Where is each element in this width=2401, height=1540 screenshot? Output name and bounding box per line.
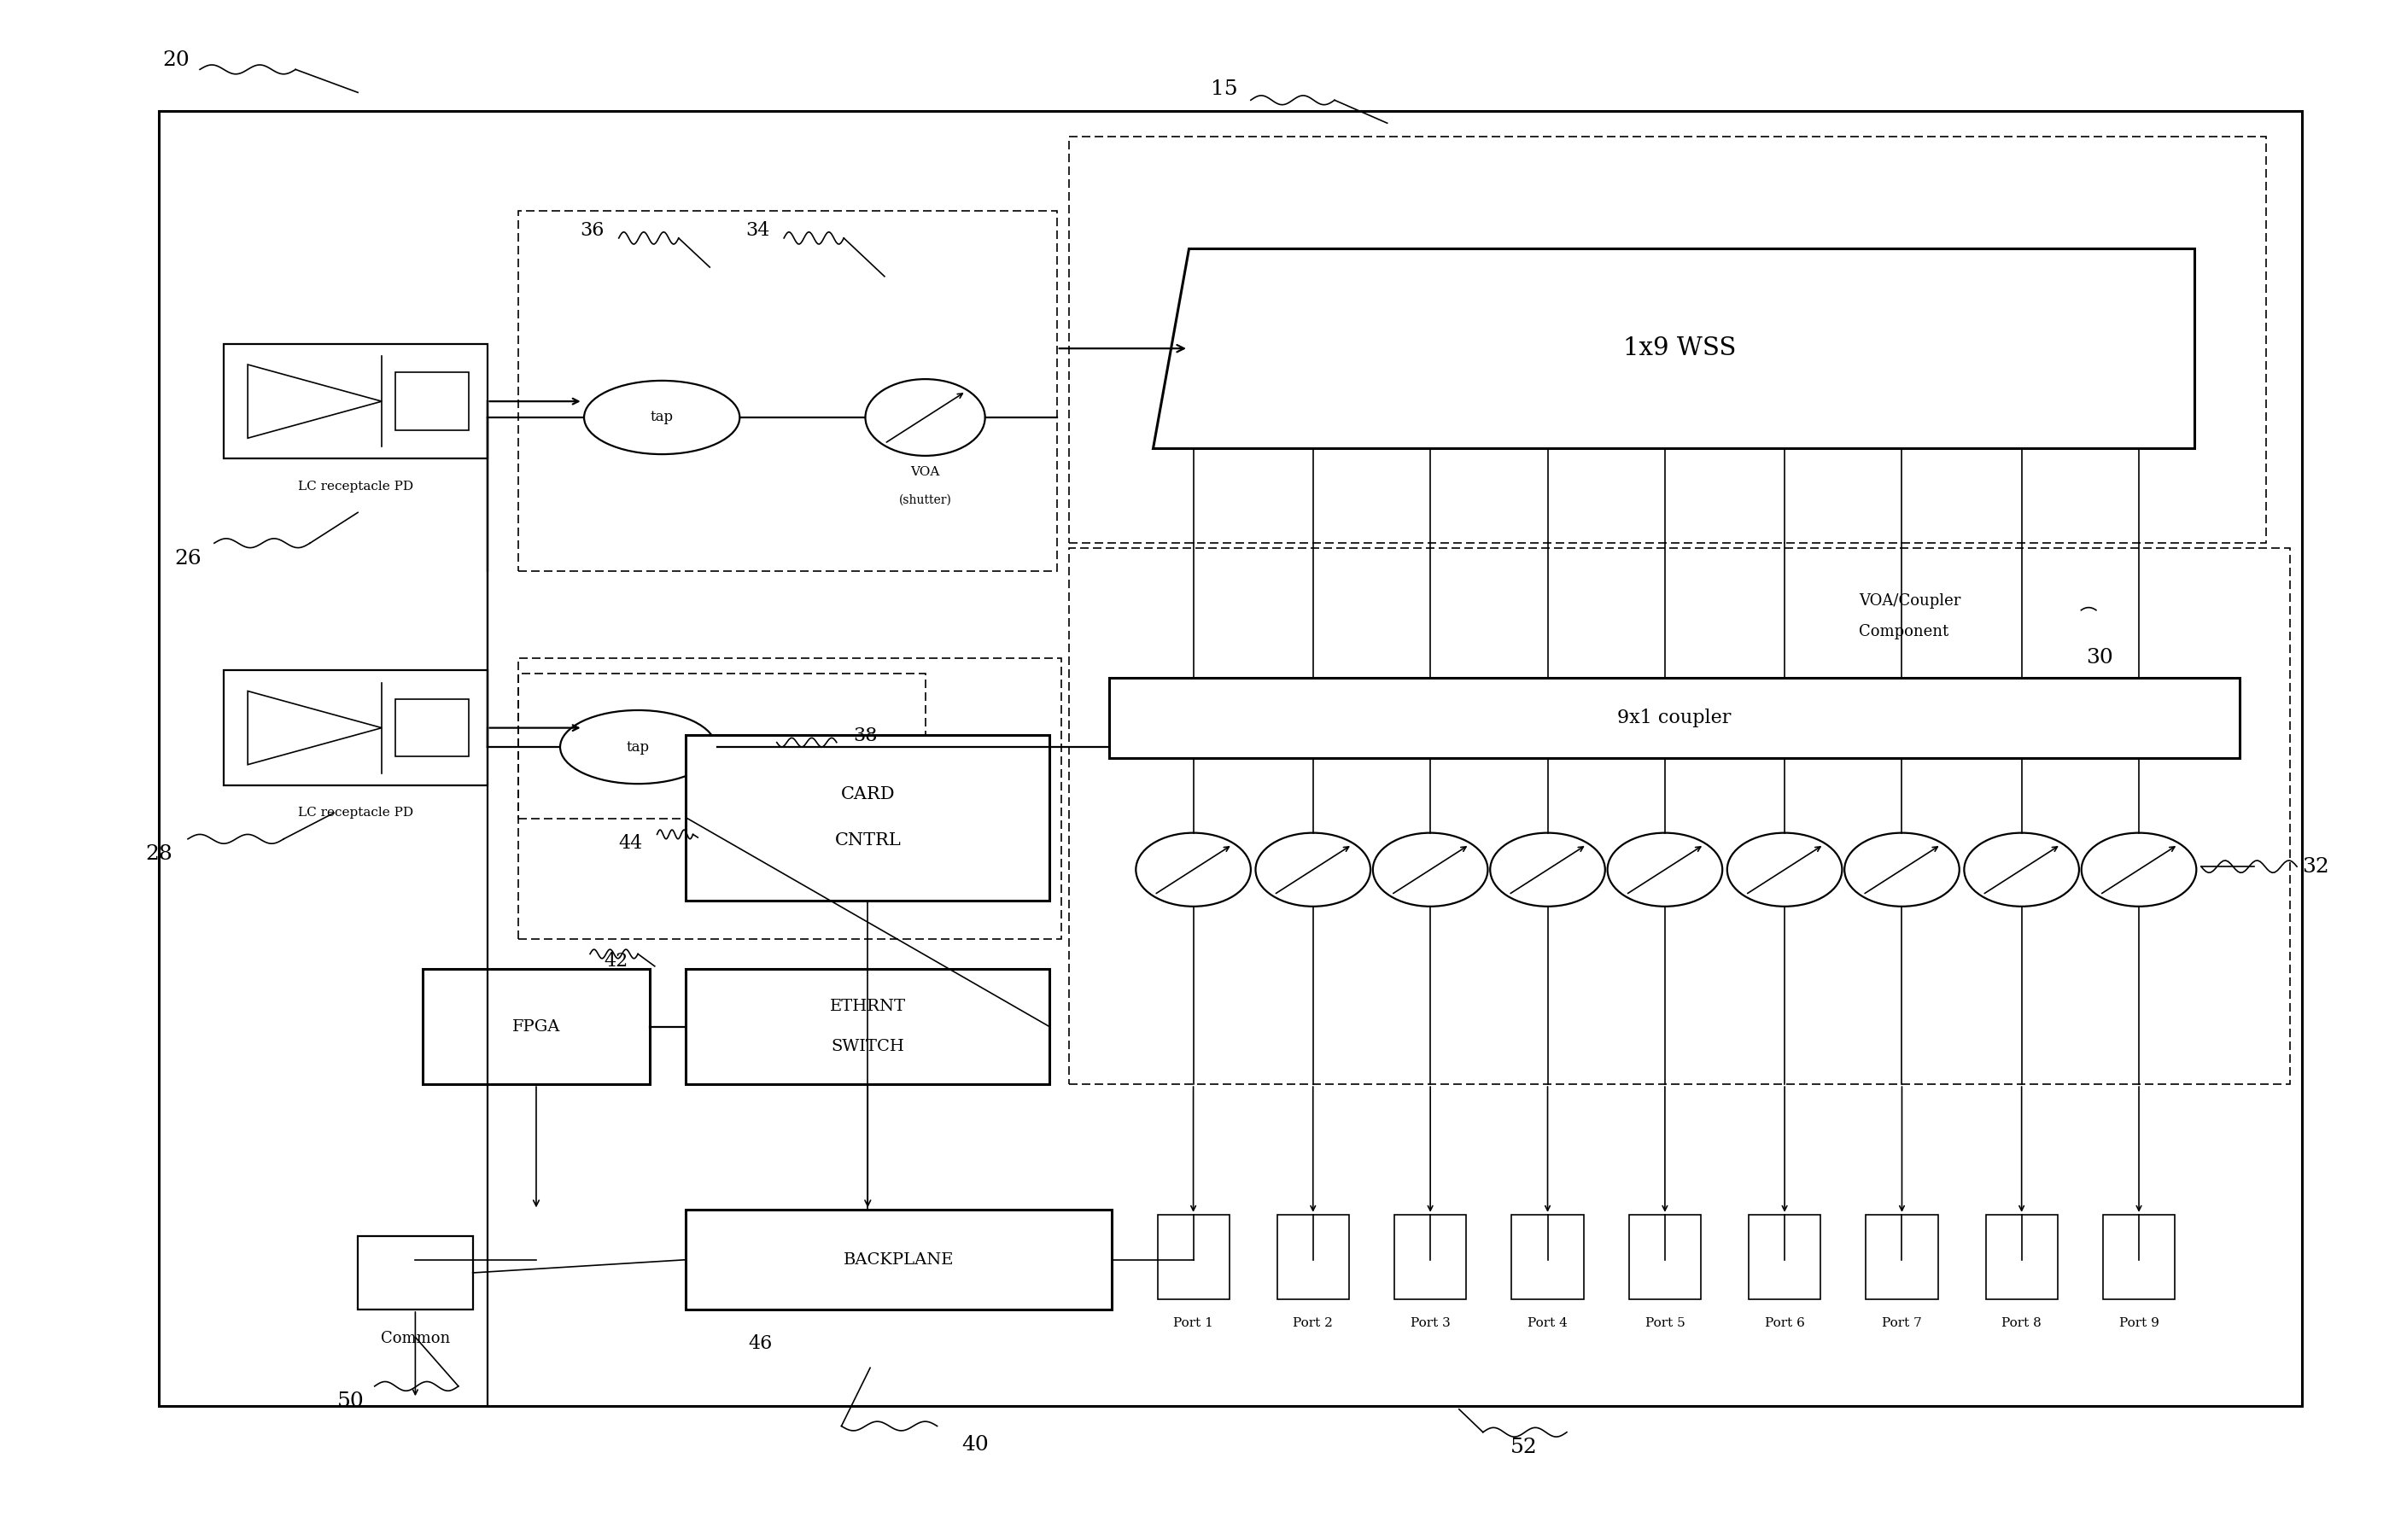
Bar	[1513, 1215, 1585, 1298]
Text: 44: 44	[619, 835, 643, 853]
Bar	[1068, 137, 2267, 544]
Text: Port 9: Port 9	[2120, 1317, 2158, 1329]
Bar	[1748, 1215, 1820, 1298]
Bar	[1395, 1215, 1467, 1298]
Text: 30: 30	[2086, 648, 2113, 668]
Bar	[687, 969, 1049, 1084]
Polygon shape	[1152, 249, 2195, 448]
Bar	[2103, 1215, 2175, 1298]
Bar	[223, 670, 487, 785]
Text: 36: 36	[581, 222, 605, 240]
Bar	[358, 1237, 473, 1309]
Bar	[394, 373, 468, 430]
Circle shape	[2082, 833, 2197, 907]
Bar	[423, 969, 651, 1084]
Text: Port 5: Port 5	[1645, 1317, 1686, 1329]
Circle shape	[1491, 833, 1604, 907]
Text: BACKPLANE: BACKPLANE	[843, 1252, 953, 1267]
Ellipse shape	[583, 380, 740, 454]
Text: tap: tap	[627, 739, 651, 755]
Bar	[687, 735, 1049, 901]
Text: Port 1: Port 1	[1174, 1317, 1213, 1329]
Circle shape	[1964, 833, 2079, 907]
Text: Component: Component	[1858, 624, 1950, 639]
Text: CNTRL: CNTRL	[836, 833, 900, 849]
Circle shape	[1726, 833, 1842, 907]
Text: ETHRNT: ETHRNT	[831, 999, 905, 1015]
Text: FPGA: FPGA	[511, 1019, 559, 1035]
Circle shape	[1606, 833, 1722, 907]
Text: Port 2: Port 2	[1294, 1317, 1333, 1329]
Polygon shape	[247, 365, 382, 439]
Text: VOA: VOA	[910, 467, 939, 479]
Text: 42: 42	[605, 952, 629, 972]
Text: (shutter): (shutter)	[898, 494, 951, 507]
Bar	[1109, 678, 2240, 758]
Text: 34: 34	[747, 222, 771, 240]
Text: Port 4: Port 4	[1527, 1317, 1568, 1329]
Text: VOA/Coupler: VOA/Coupler	[1858, 594, 1962, 608]
Text: 15: 15	[1210, 80, 1239, 99]
Text: 38: 38	[852, 727, 876, 745]
Bar	[158, 111, 2303, 1406]
Text: 50: 50	[336, 1392, 365, 1411]
Text: Port 7: Port 7	[1882, 1317, 1921, 1329]
Circle shape	[864, 379, 984, 456]
Text: SWITCH: SWITCH	[831, 1040, 905, 1055]
Text: CARD: CARD	[840, 787, 896, 802]
Bar	[1986, 1215, 2058, 1298]
Text: 26: 26	[175, 548, 202, 568]
Text: 32: 32	[2303, 856, 2329, 876]
Text: tap: tap	[651, 410, 672, 425]
Text: Port 8: Port 8	[2002, 1317, 2041, 1329]
Bar	[519, 211, 1056, 571]
Text: 9x1 coupler: 9x1 coupler	[1618, 708, 1731, 727]
Bar	[1866, 1215, 1938, 1298]
Text: LC receptacle PD: LC receptacle PD	[298, 480, 413, 493]
Bar	[687, 1210, 1112, 1309]
Text: Port 6: Port 6	[1765, 1317, 1806, 1329]
Bar	[223, 343, 487, 459]
Bar	[394, 699, 468, 756]
Circle shape	[1256, 833, 1371, 907]
Text: 40: 40	[963, 1435, 989, 1454]
Polygon shape	[247, 691, 382, 765]
Bar	[1068, 548, 2291, 1084]
Bar	[519, 673, 924, 819]
Circle shape	[1844, 833, 1959, 907]
Text: LC receptacle PD: LC receptacle PD	[298, 807, 413, 819]
Bar	[519, 658, 1061, 938]
Text: Port 3: Port 3	[1409, 1317, 1450, 1329]
Text: Common: Common	[382, 1331, 449, 1346]
Text: 46: 46	[749, 1334, 773, 1352]
Bar	[1628, 1215, 1700, 1298]
Bar	[1277, 1215, 1349, 1298]
Circle shape	[1136, 833, 1251, 907]
Text: 20: 20	[163, 51, 190, 71]
Text: 52: 52	[1510, 1438, 1537, 1457]
Ellipse shape	[559, 710, 715, 784]
Circle shape	[1373, 833, 1489, 907]
Text: 28: 28	[146, 844, 173, 864]
Bar	[1157, 1215, 1229, 1298]
Text: 1x9 WSS: 1x9 WSS	[1623, 337, 1736, 360]
